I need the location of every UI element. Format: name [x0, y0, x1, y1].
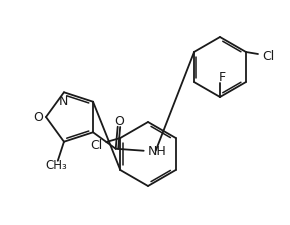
Text: Cl: Cl [90, 139, 102, 152]
Text: N: N [58, 94, 68, 107]
Text: F: F [218, 71, 226, 84]
Text: O: O [115, 115, 125, 128]
Text: O: O [33, 111, 43, 124]
Text: CH₃: CH₃ [46, 158, 67, 171]
Text: NH: NH [148, 145, 166, 158]
Text: Cl: Cl [262, 50, 274, 63]
